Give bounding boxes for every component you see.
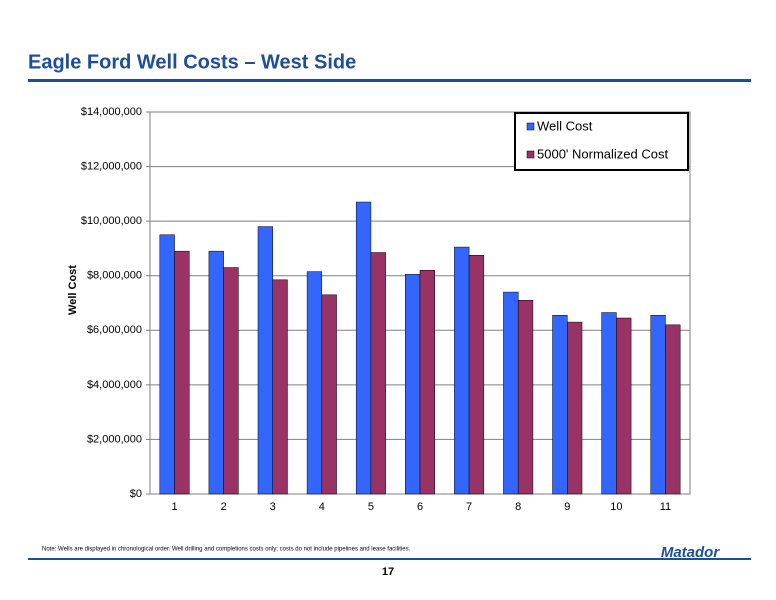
x-tick-label: 9 xyxy=(564,501,570,513)
legend-swatch xyxy=(526,122,535,131)
y-tick-label: $14,000,000 xyxy=(81,106,142,118)
bar xyxy=(321,294,337,495)
bar xyxy=(208,250,224,495)
y-axis-label: Well Cost xyxy=(67,265,79,315)
x-tick-label: 8 xyxy=(515,501,521,513)
x-tick-label: 10 xyxy=(610,501,622,513)
bar xyxy=(405,274,421,495)
bar xyxy=(174,250,190,495)
bar xyxy=(272,279,288,495)
x-tick-label: 3 xyxy=(270,501,276,513)
bar xyxy=(355,201,372,495)
bar xyxy=(665,324,681,495)
y-tick-label: $0 xyxy=(130,488,142,500)
y-tick-label: $4,000,000 xyxy=(87,379,142,391)
bar xyxy=(616,317,632,495)
x-tick-label: 4 xyxy=(319,501,325,513)
bar xyxy=(650,315,666,495)
y-tick-label: $12,000,000 xyxy=(81,160,142,172)
legend-label: Well Cost xyxy=(537,118,593,133)
legend-label: 5000' Normalized Cost xyxy=(537,146,668,161)
title-rule xyxy=(28,79,751,82)
x-tick-label: 6 xyxy=(417,501,423,513)
x-tick-label: 2 xyxy=(221,501,227,513)
x-tick-label: 5 xyxy=(368,501,374,513)
bar xyxy=(552,315,568,495)
x-tick-label: 1 xyxy=(171,501,177,513)
bar xyxy=(419,270,435,495)
y-tick-label: $2,000,000 xyxy=(87,433,142,445)
logo: Matador xyxy=(661,544,721,561)
bar xyxy=(517,300,534,495)
bar xyxy=(503,291,519,495)
chart-title: Eagle Ford Well Costs – West Side xyxy=(28,51,356,73)
bar xyxy=(454,246,470,495)
legend-swatch xyxy=(526,150,535,159)
legend-box xyxy=(514,112,689,171)
y-tick-label: $6,000,000 xyxy=(87,324,142,336)
bar xyxy=(567,321,583,495)
y-tick-label: $10,000,000 xyxy=(81,215,142,227)
bar xyxy=(159,234,175,495)
bar xyxy=(306,271,323,495)
x-tick-label: 7 xyxy=(466,501,472,513)
bar xyxy=(257,226,273,495)
footnote: Note: Wells are displayed in chronologic… xyxy=(42,547,411,553)
x-tick-label: 11 xyxy=(660,501,671,513)
bar xyxy=(223,267,239,495)
bar xyxy=(601,312,617,495)
y-tick-label: $8,000,000 xyxy=(87,270,142,282)
bar xyxy=(370,252,386,495)
bar xyxy=(468,255,485,495)
page-number: 17 xyxy=(382,566,394,578)
footer-rule xyxy=(28,558,751,560)
